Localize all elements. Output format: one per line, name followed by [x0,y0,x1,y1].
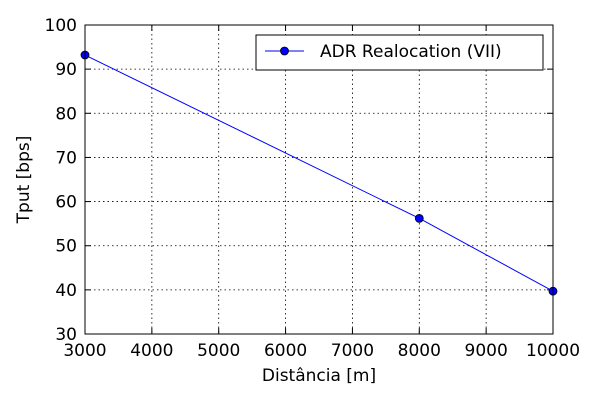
y-tick-label: 40 [55,281,77,301]
plot-frame [84,24,554,335]
x-tick-label: 9000 [465,341,508,361]
y-tick-labels: 30 40 50 60 70 80 90 100 [45,16,77,345]
legend-marker [280,46,289,56]
x-tick-labels: 3000 4000 5000 6000 7000 8000 9000 10000 [63,341,580,361]
y-tick-label: 80 [55,104,77,124]
data-point [414,213,424,223]
series-layer [80,50,558,296]
legend-label: ADR Realocation (VII) [320,42,502,62]
x-tick-label: 7000 [331,341,374,361]
x-tick-label: 3000 [63,341,106,361]
x-tick-label: 6000 [264,341,307,361]
legend: ADR Realocation (VII) [255,34,544,71]
y-tick-label: 30 [55,325,77,345]
y-tick-label: 50 [55,237,77,257]
x-axis-title: Distância [m] [262,366,376,386]
x-tick-label: 5000 [197,341,240,361]
y-axis-title: Tput [bps] [14,136,34,225]
x-tick-label: 4000 [130,341,173,361]
y-tick-label: 90 [55,60,77,80]
legend-box [255,34,544,71]
x-tick-label: 10000 [526,341,580,361]
y-tick-label: 60 [55,193,77,213]
series-line [84,54,554,292]
axis-ticks [84,24,554,335]
y-tick-label: 100 [45,16,77,36]
y-tick-label: 70 [55,148,77,168]
x-tick-label: 8000 [398,341,441,361]
grid-lines [85,25,553,334]
